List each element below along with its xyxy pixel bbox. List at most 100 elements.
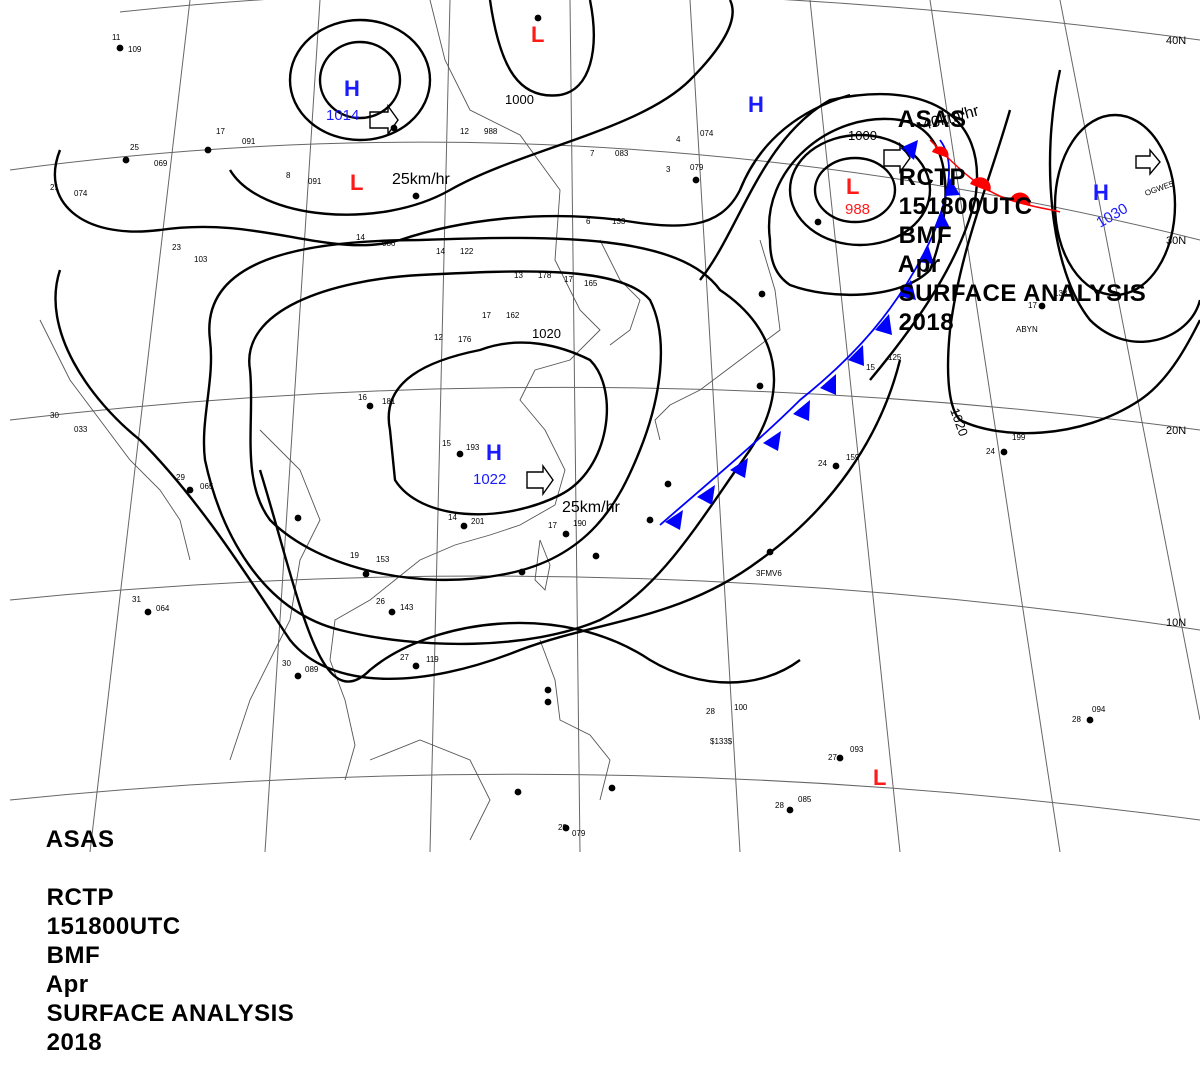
station-pressure: 069 xyxy=(154,159,168,168)
meridian-4 xyxy=(569,0,581,852)
high-pressure-symbol: H xyxy=(344,76,360,101)
front-semicircle xyxy=(970,177,991,192)
motion-arrow-icon xyxy=(883,141,911,175)
station-temp: 17 xyxy=(564,275,573,284)
station-pressure: 153 xyxy=(376,555,390,564)
front-triangle xyxy=(875,314,892,335)
front-triangle xyxy=(945,178,960,196)
cold-front xyxy=(659,139,960,530)
station-dot xyxy=(758,290,766,298)
station-dot xyxy=(1086,716,1094,724)
station-dot xyxy=(562,530,570,538)
station: 13 178 xyxy=(514,271,552,280)
station-pressure: 162 xyxy=(506,311,520,320)
latitude-label: 10N xyxy=(1166,617,1186,629)
station-dot xyxy=(786,806,794,814)
header-center: BMF xyxy=(898,222,953,249)
station-pressure: 083 xyxy=(615,149,629,158)
station-pressure: 165 xyxy=(584,279,598,288)
station-pressure: 988 xyxy=(484,127,498,136)
motion-speed-label: 25km/hr xyxy=(562,499,620,516)
station-temp: 6 xyxy=(586,217,591,226)
station-dot xyxy=(122,156,130,164)
high-pressure-symbol: H xyxy=(1093,180,1109,205)
station-markers xyxy=(116,14,1094,832)
isobar-north-ridge xyxy=(228,0,734,216)
header-year: 2018 xyxy=(46,1029,103,1056)
china-coast xyxy=(329,0,601,781)
station-dot xyxy=(692,176,700,184)
station-dot xyxy=(412,192,420,200)
station-id: OGWE5 xyxy=(1144,179,1176,198)
station-pressure: 119 xyxy=(426,655,439,664)
station-dot xyxy=(664,480,672,488)
latitude-labels: 40N 30N 20N 10N xyxy=(1166,35,1186,629)
isobar-label: 1020 xyxy=(947,406,971,438)
station: 12 176 xyxy=(434,333,472,344)
station-dot xyxy=(646,516,654,524)
station-pressure: 109 xyxy=(128,45,142,54)
station-pressure: 074 xyxy=(700,129,714,138)
station: 26 143 xyxy=(376,597,414,612)
station-temp: 14 xyxy=(448,513,457,522)
station-temp: 24 xyxy=(986,447,995,456)
latitude-label: 20N xyxy=(1166,425,1186,437)
japan-coast xyxy=(654,239,781,441)
station-dot xyxy=(116,44,124,52)
station: 21 074 xyxy=(50,183,88,198)
station: 30 033 xyxy=(50,411,88,434)
station-pressure: 064 xyxy=(156,604,170,613)
station: 14 201 xyxy=(448,513,485,526)
station-temp: 28 xyxy=(706,707,715,716)
header-line-1: ASAS RCTP BMF xyxy=(18,796,294,969)
station: 3 079 xyxy=(666,163,704,174)
station-temp: 27 xyxy=(828,753,837,762)
header-line-2: 151800UTC Apr 2018 xyxy=(870,163,1146,336)
meridian-5 xyxy=(689,0,741,852)
station: 28 094 xyxy=(1072,705,1106,724)
station: 29 065 xyxy=(176,473,214,491)
station-pressure: 199 xyxy=(1012,433,1026,442)
station-dot xyxy=(1000,448,1008,456)
station-temp: 13 xyxy=(514,271,523,280)
station-dot xyxy=(456,450,464,458)
meridian-3 xyxy=(429,0,451,852)
isobar-high-1030 xyxy=(1053,113,1177,297)
isobar-high-1014-outer xyxy=(288,18,432,142)
station-pressure: 143 xyxy=(400,603,414,612)
station: 12 988 xyxy=(460,127,498,136)
station-dot xyxy=(756,382,764,390)
station-dot xyxy=(388,608,396,616)
indochina-coast xyxy=(229,429,321,761)
station-dot xyxy=(204,146,212,154)
latitude-10n-line xyxy=(9,575,1200,631)
front-triangle xyxy=(697,485,715,505)
borneo-coast xyxy=(369,739,491,841)
isobar-1000-north xyxy=(488,0,595,97)
station-dot xyxy=(562,824,570,832)
header-line-1: ASAS RCTP BMF xyxy=(870,76,1146,249)
station-dot xyxy=(836,754,844,762)
station-dot xyxy=(814,218,822,226)
station: 15 193 xyxy=(442,439,480,452)
front-triangle xyxy=(665,510,683,530)
station-temp: 29 xyxy=(176,473,185,482)
station-temp: 11 xyxy=(112,33,121,42)
station-dot xyxy=(294,514,302,522)
station: 8 091 xyxy=(286,171,322,186)
pressure-value: 988 xyxy=(845,201,870,218)
header-line-3: SURFACE ANALYSIS xyxy=(870,250,1146,307)
station: 16 181 xyxy=(358,393,396,406)
station-pressure: 190 xyxy=(573,519,587,528)
header-region: ASAS xyxy=(897,106,967,133)
low-pressure-symbol: L xyxy=(350,170,363,195)
station-temp: 30 xyxy=(282,659,291,668)
station-temp: 28 xyxy=(775,801,784,810)
station-dot xyxy=(390,124,398,132)
front-triangle xyxy=(730,458,748,478)
station-temp: 7 xyxy=(590,149,595,158)
india-east-coast xyxy=(39,319,191,561)
meridian-8 xyxy=(1059,0,1200,721)
latitude-40n-line xyxy=(119,0,1200,41)
station-pressure: 079 xyxy=(690,163,704,172)
